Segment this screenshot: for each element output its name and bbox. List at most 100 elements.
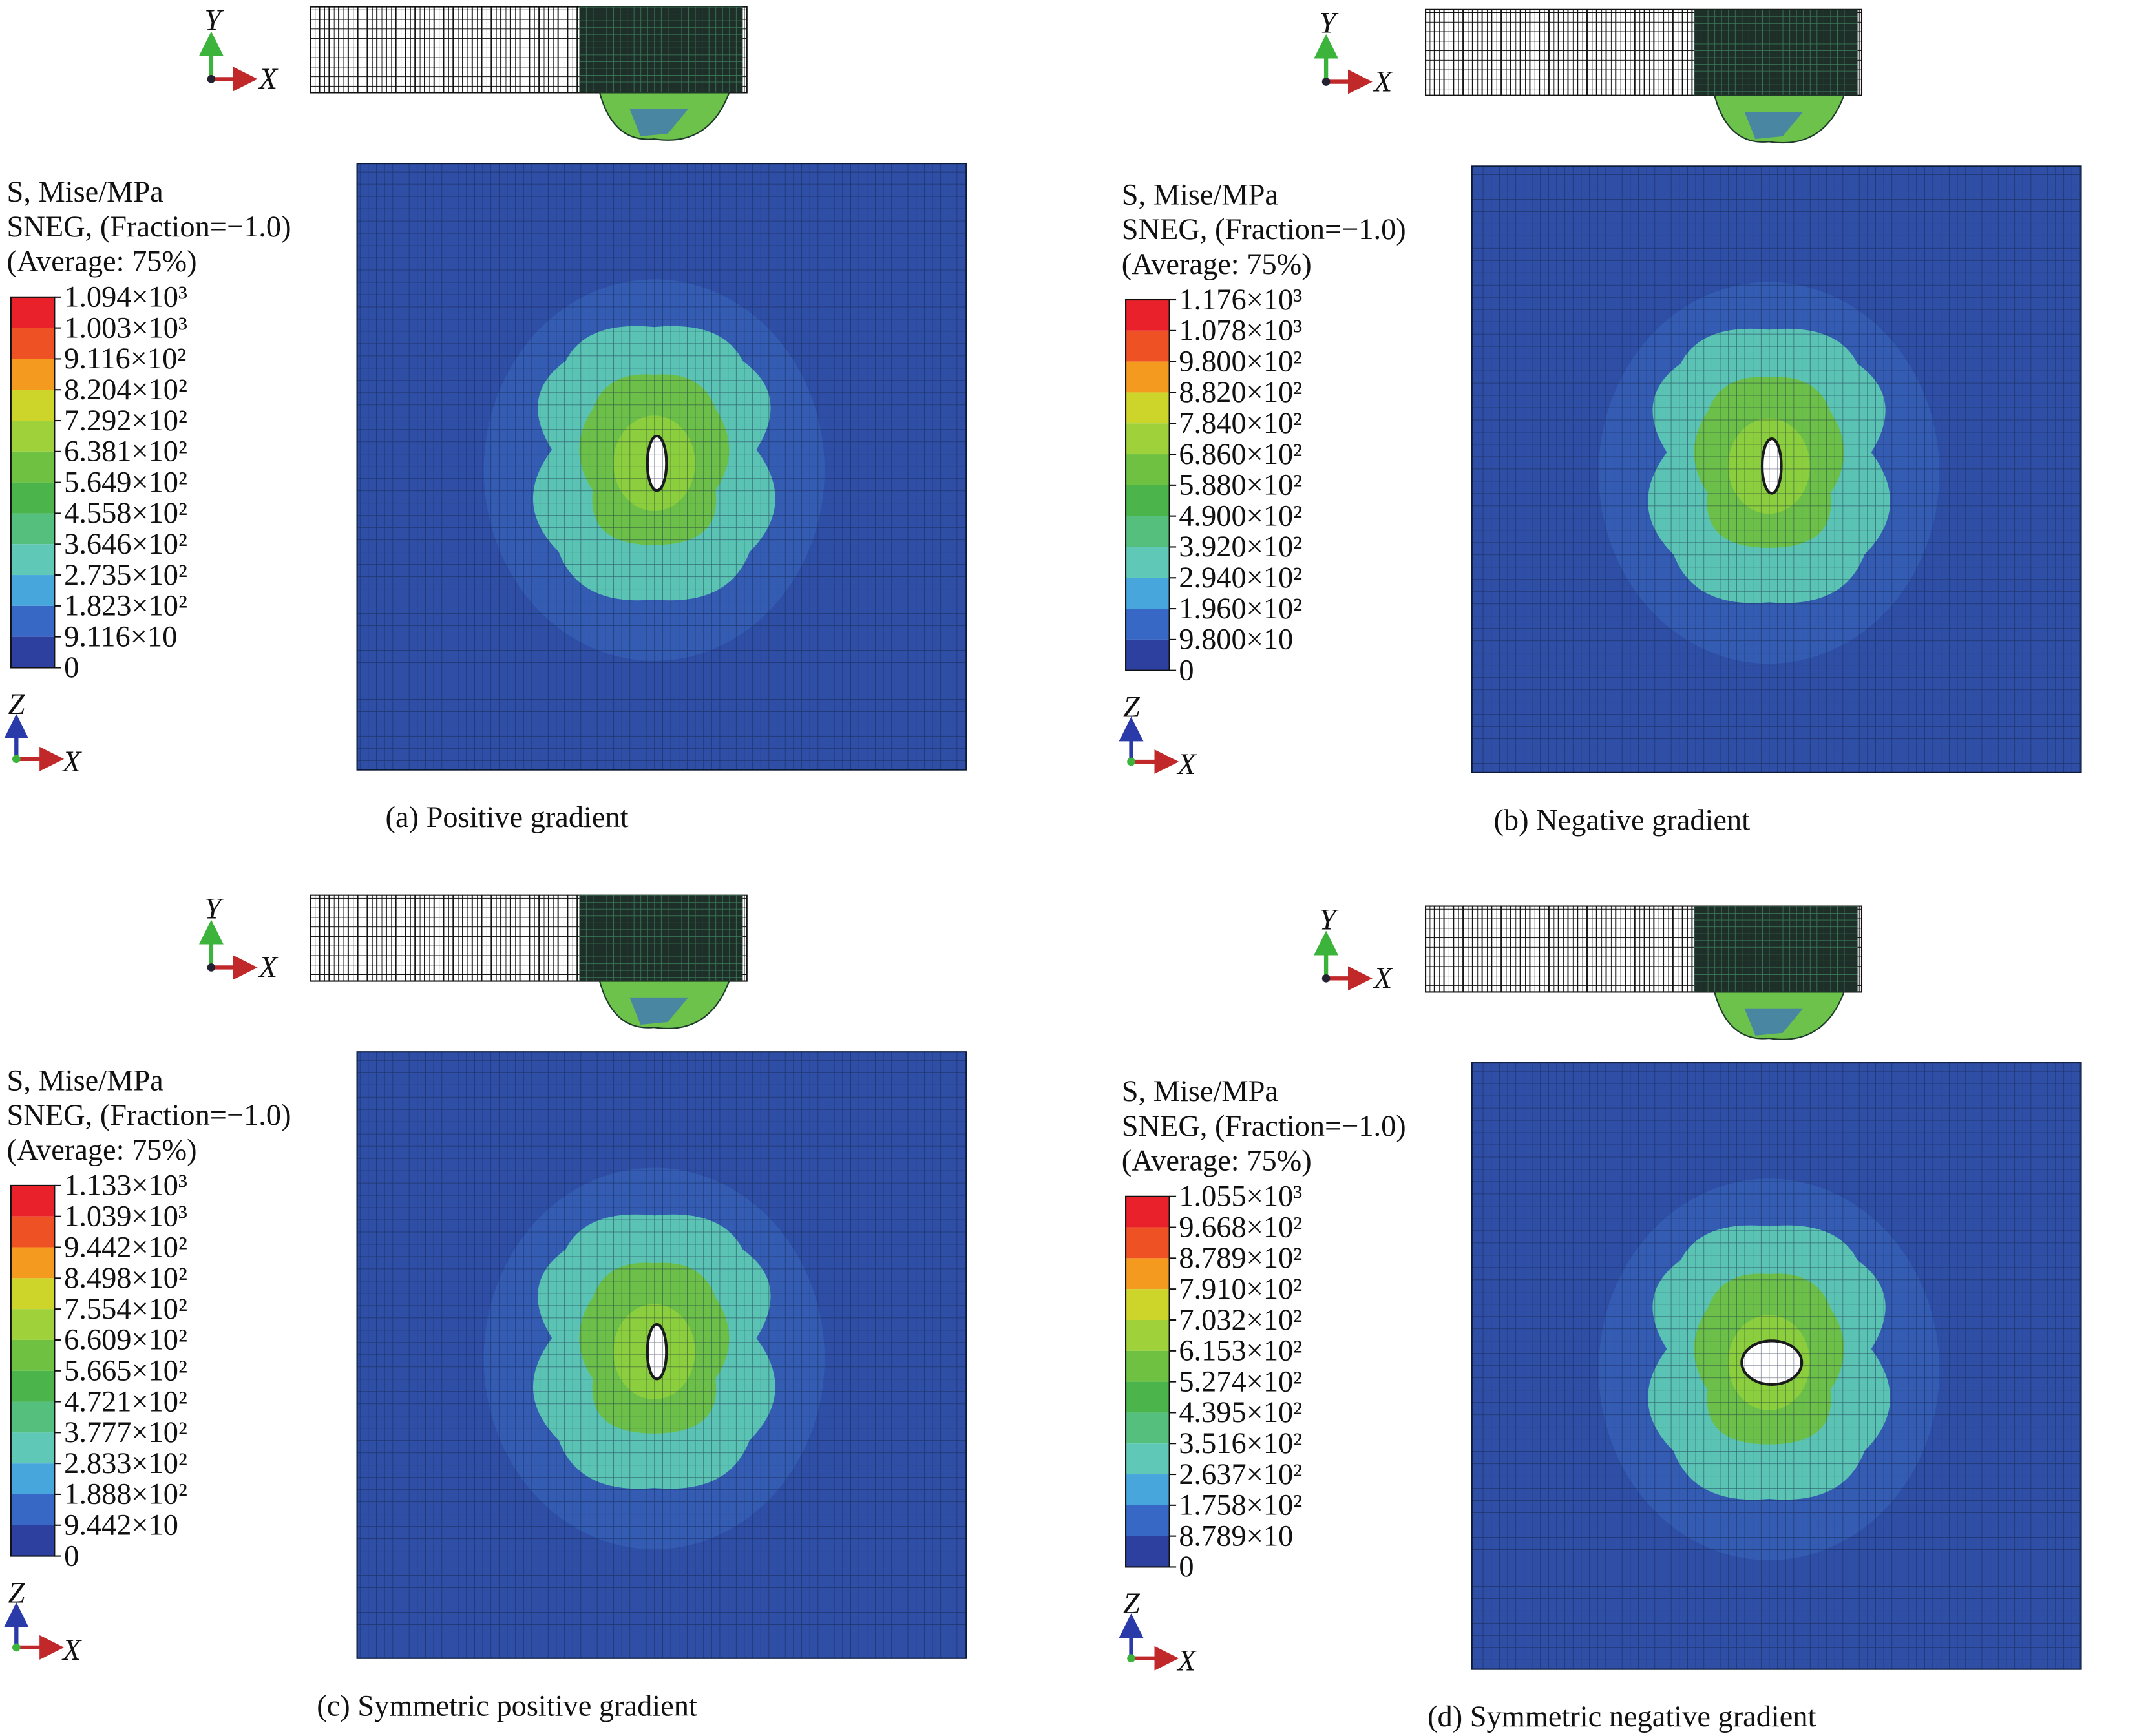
mesh-impact bbox=[579, 895, 743, 981]
legend-label: 2.940×10² bbox=[1179, 561, 1302, 594]
axis-origin bbox=[1127, 1654, 1135, 1663]
legend-title: (Average: 75%) bbox=[7, 1134, 197, 1167]
axis-label: Z bbox=[1123, 691, 1141, 724]
legend-title: (Average: 75%) bbox=[1122, 1145, 1312, 1178]
legend-label: 9.116×10 bbox=[64, 620, 177, 653]
legend-swatch bbox=[10, 359, 55, 390]
legend-title: S, Mise/MPa bbox=[7, 176, 163, 209]
legend-label: 0 bbox=[64, 1540, 79, 1573]
axis-label: Y bbox=[1320, 903, 1339, 936]
legend-swatch bbox=[1126, 454, 1170, 485]
legend-label: 5.880×10² bbox=[1179, 469, 1302, 502]
legend-label: 1.176×10³ bbox=[1179, 284, 1302, 317]
legend-label: 1.823×10² bbox=[64, 590, 187, 623]
axis-origin bbox=[12, 755, 21, 764]
legend-title: S, Mise/MPa bbox=[1122, 1075, 1278, 1108]
legend-swatch bbox=[10, 1494, 55, 1525]
legend-label: 3.777×10² bbox=[64, 1416, 187, 1449]
legend-swatch bbox=[1126, 1505, 1170, 1536]
axis-label: X bbox=[258, 63, 279, 96]
legend-label: 3.646×10² bbox=[64, 528, 187, 561]
legend-label: 7.292×10² bbox=[64, 404, 187, 437]
legend-label: 8.789×10² bbox=[1179, 1242, 1302, 1275]
caption: (c) Symmetric positive gradient bbox=[317, 1689, 697, 1722]
legend-label: 1.094×10³ bbox=[64, 281, 187, 314]
legend-label: 8.498×10² bbox=[64, 1262, 187, 1295]
legend-label: 7.840×10² bbox=[1179, 407, 1302, 440]
legend-label: 4.558×10² bbox=[64, 497, 187, 530]
legend-label: 0 bbox=[1179, 1551, 1194, 1584]
legend-swatch bbox=[10, 297, 55, 328]
legend-label: 7.032×10² bbox=[1179, 1304, 1302, 1337]
legend-swatch bbox=[1126, 609, 1170, 640]
caption: (a) Positive gradient bbox=[386, 801, 629, 834]
legend-swatch bbox=[10, 1185, 55, 1217]
axis-origin bbox=[1321, 78, 1331, 86]
axis-label: X bbox=[1373, 962, 1393, 995]
legend-label: 1.133×10³ bbox=[64, 1169, 187, 1202]
axis-label: X bbox=[61, 1634, 82, 1667]
axis-label: X bbox=[1176, 748, 1197, 781]
deformation-tip bbox=[1744, 1008, 1804, 1036]
legend-swatch bbox=[1126, 1474, 1170, 1505]
legend-swatch bbox=[10, 1339, 55, 1371]
legend-swatch bbox=[10, 1432, 55, 1464]
legend-label: 7.554×10² bbox=[64, 1293, 187, 1326]
legend-label: 8.204×10² bbox=[64, 373, 187, 406]
axis-label: X bbox=[61, 746, 82, 779]
legend-swatch bbox=[1126, 1227, 1170, 1259]
legend-title: SNEG, (Fraction=−1.0) bbox=[1122, 1110, 1406, 1143]
legend-label: 4.721×10² bbox=[64, 1385, 187, 1418]
legend-swatch bbox=[1126, 1289, 1170, 1321]
legend-swatch bbox=[10, 1401, 55, 1433]
legend-swatch bbox=[1126, 392, 1170, 424]
legend-label: 0 bbox=[64, 651, 79, 684]
legend-label: 1.758×10² bbox=[1179, 1489, 1302, 1522]
mesh-impact bbox=[1694, 906, 1858, 992]
legend-swatch bbox=[1126, 578, 1170, 609]
axis-origin bbox=[1321, 974, 1331, 983]
legend-title: S, Mise/MPa bbox=[1122, 178, 1278, 211]
plate-mesh bbox=[1471, 1062, 2082, 1670]
legend-swatch bbox=[10, 513, 55, 545]
legend-swatch bbox=[1126, 639, 1170, 671]
legend-swatch bbox=[10, 636, 55, 668]
legend-label: 4.395×10² bbox=[1179, 1396, 1302, 1429]
axis-origin bbox=[1127, 757, 1135, 766]
legend-swatch bbox=[10, 1525, 55, 1556]
legend-swatch bbox=[1126, 1412, 1170, 1444]
legend-label: 7.910×10² bbox=[1179, 1273, 1302, 1306]
legend-label: 9.116×10² bbox=[64, 342, 186, 375]
legend-swatch bbox=[1126, 330, 1170, 362]
legend-label: 2.833×10² bbox=[64, 1447, 187, 1480]
axis-origin bbox=[207, 75, 216, 83]
legend-swatch bbox=[1126, 1381, 1170, 1413]
legend-swatch bbox=[1126, 1320, 1170, 1351]
legend-swatch bbox=[10, 451, 55, 483]
legend-swatch bbox=[10, 605, 55, 637]
legend-swatch bbox=[10, 328, 55, 359]
legend-label: 9.800×10 bbox=[1179, 623, 1293, 656]
mesh-impact bbox=[579, 6, 743, 93]
axis-origin bbox=[207, 963, 216, 972]
legend-label: 1.078×10³ bbox=[1179, 315, 1302, 348]
caption: (b) Negative gradient bbox=[1493, 804, 1750, 837]
axis-label: X bbox=[1176, 1645, 1197, 1678]
legend-label: 9.442×10² bbox=[64, 1231, 187, 1264]
legend-label: 8.789×10 bbox=[1179, 1520, 1293, 1553]
legend-title: S, Mise/MPa bbox=[7, 1064, 163, 1097]
plate-mesh bbox=[356, 1051, 967, 1659]
legend-label: 5.649×10² bbox=[64, 466, 187, 499]
legend-swatch bbox=[10, 1247, 55, 1279]
legend-label: 3.516×10² bbox=[1179, 1427, 1302, 1460]
legend-label: 2.637×10² bbox=[1179, 1458, 1302, 1491]
plate-mesh bbox=[1471, 165, 2082, 773]
axis-label: Z bbox=[1123, 1587, 1141, 1620]
legend-swatch bbox=[10, 390, 55, 421]
plate-mesh bbox=[356, 163, 967, 771]
